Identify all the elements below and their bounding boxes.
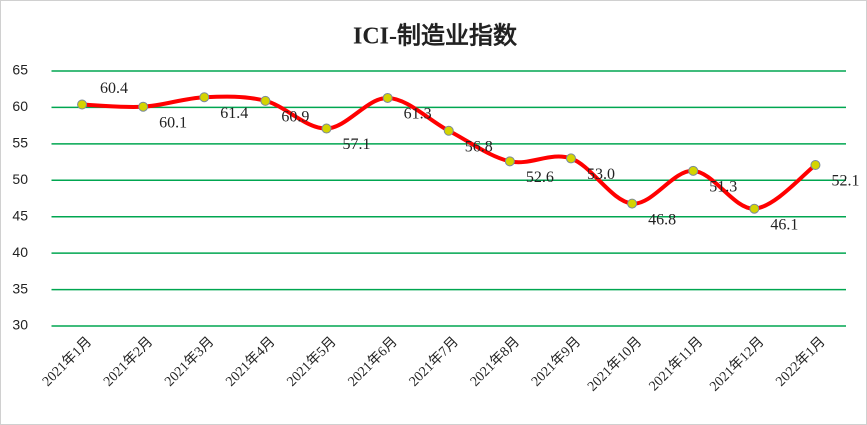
y-tick-label: 45 <box>12 207 28 223</box>
value-label: 46.1 <box>770 216 798 233</box>
chart-title: ICI-制造业指数 <box>353 23 518 50</box>
value-label: 60.9 <box>281 109 309 126</box>
value-label: 52.1 <box>831 173 859 190</box>
y-tick-label: 65 <box>12 62 28 78</box>
value-label: 53.0 <box>587 166 615 183</box>
y-tick-label: 55 <box>12 135 28 151</box>
y-tick-label: 30 <box>12 317 28 333</box>
y-tick-label: 35 <box>12 280 28 296</box>
y-tick-label: 40 <box>12 244 28 260</box>
value-label: 60.1 <box>159 114 187 131</box>
value-label: 46.8 <box>648 211 676 228</box>
value-label: 56.8 <box>465 138 493 155</box>
marker <box>688 165 699 176</box>
value-label: 57.1 <box>343 136 371 153</box>
value-label: 51.3 <box>709 178 737 195</box>
marker <box>77 99 88 110</box>
marker <box>138 101 149 112</box>
marker <box>565 153 576 164</box>
marker <box>504 156 515 167</box>
y-tick-label: 50 <box>12 171 28 187</box>
marker <box>321 123 332 134</box>
value-label: 52.6 <box>526 169 554 186</box>
marker <box>810 159 821 170</box>
marker <box>443 125 454 136</box>
marker <box>260 95 271 106</box>
y-tick-label: 60 <box>12 98 28 114</box>
marker <box>382 92 393 103</box>
value-label: 60.4 <box>100 80 128 97</box>
value-label: 61.4 <box>220 105 248 122</box>
marker <box>749 203 760 214</box>
marker <box>199 92 210 103</box>
marker <box>627 198 638 209</box>
value-label: 61.3 <box>404 106 432 123</box>
